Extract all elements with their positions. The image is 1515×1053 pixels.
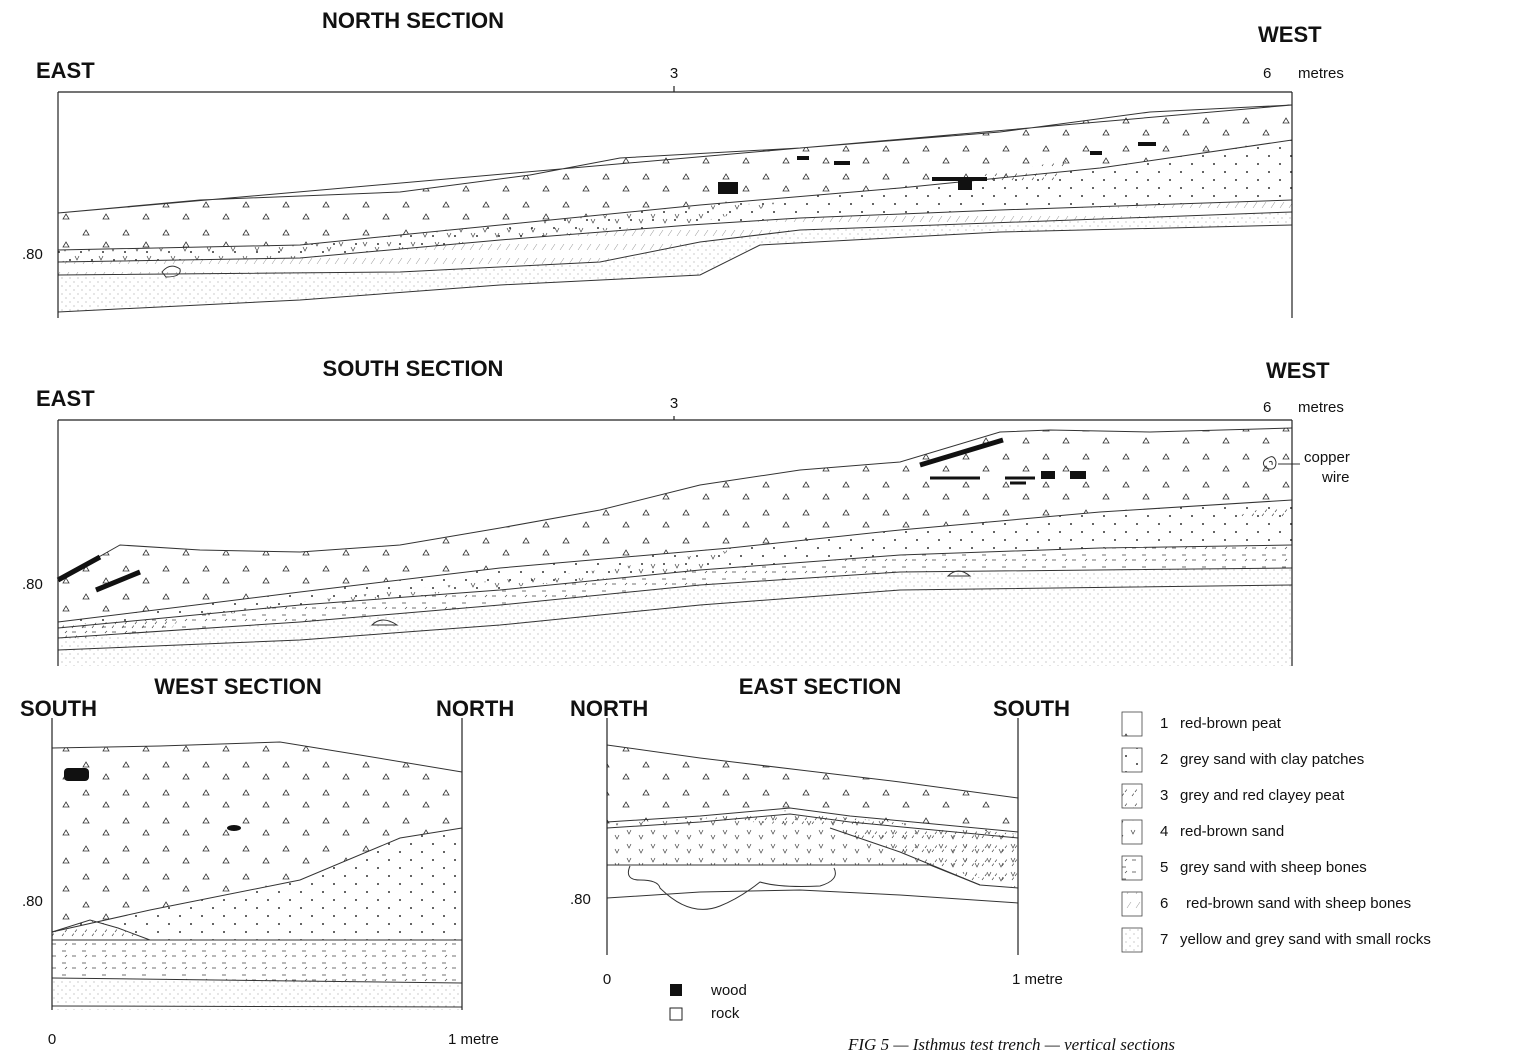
annotation: wire — [1321, 469, 1350, 486]
section-title: SOUTH SECTION — [323, 356, 504, 381]
body: NORTH SECTION EAST WEST 3 6 metres .80 S… — [0, 0, 1515, 1053]
scale-unit: metres — [1298, 65, 1344, 82]
figure-caption: FIG 5 — Isthmus test trench — vertical s… — [847, 1035, 1175, 1053]
depth-label: .80 — [570, 891, 591, 908]
section-title: EAST SECTION — [739, 674, 902, 699]
orientation-label: SOUTH — [993, 696, 1070, 721]
symbol-label: wood — [710, 982, 747, 999]
scale-tick-label: 1 metre — [1012, 971, 1063, 988]
east-section-shape — [628, 866, 835, 909]
rock-symbol — [670, 1008, 682, 1020]
south-section-shape — [1070, 471, 1086, 479]
legend-swatch — [1122, 820, 1142, 844]
north-section-shape — [718, 182, 738, 194]
west-section-shape — [227, 825, 241, 831]
legend-label: yellow and grey sand with small rocks — [1180, 931, 1431, 948]
orientation-label: WEST — [1266, 358, 1330, 383]
legend-number: 3 — [1160, 787, 1168, 804]
legend-swatch — [1122, 928, 1142, 952]
legend-label: red-brown sand with sheep bones — [1186, 895, 1411, 912]
south-section-shape — [1041, 471, 1055, 479]
orientation-label: SOUTH — [20, 696, 97, 721]
orientation-label: NORTH — [570, 696, 648, 721]
orientation-label: EAST — [36, 386, 95, 411]
section-title: NORTH SECTION — [322, 8, 504, 33]
section-title: WEST SECTION — [154, 674, 321, 699]
east-section-shape — [607, 865, 980, 885]
west-section-shape — [52, 940, 462, 983]
south-section-layers — [58, 416, 1300, 666]
legend-number: 6 — [1160, 895, 1168, 912]
orientation-label: NORTH — [436, 696, 514, 721]
legend-label: grey sand with clay patches — [1180, 751, 1364, 768]
legend-swatch — [1122, 856, 1142, 880]
legend: 1 red-brown peat 2 grey sand with clay patc… — [1122, 712, 1431, 952]
scale-tick-label: 0 — [603, 971, 611, 988]
north-section-layers — [58, 86, 1292, 318]
west-section-shape — [64, 768, 89, 781]
orientation-label: EAST — [36, 58, 95, 83]
west-section-shape — [52, 978, 462, 1010]
legend-number: 7 — [1160, 931, 1168, 948]
legend-label: red-brown peat — [1180, 715, 1282, 732]
east-section-layers — [607, 718, 1018, 955]
annotation: copper — [1304, 449, 1350, 466]
depth-label: .80 — [22, 893, 43, 910]
wood-symbol — [670, 984, 682, 996]
legend-swatch — [1122, 748, 1142, 772]
orientation-label: WEST — [1258, 22, 1322, 47]
scale-unit: metres — [1298, 399, 1344, 416]
scale-tick-label: 3 — [670, 65, 678, 82]
legend-label: grey sand with sheep bones — [1180, 859, 1367, 876]
symbol-label: rock — [711, 1005, 740, 1022]
scale-tick-label: 0 — [48, 1031, 56, 1048]
scale-tick-label: 1 metre — [448, 1031, 499, 1048]
depth-label: .80 — [22, 246, 43, 263]
page: Isthmus test trench sections { "north_se… — [0, 0, 1515, 1053]
section-drawing: NORTH SECTION EAST WEST 3 6 metres .80 S… — [0, 0, 1515, 1053]
depth-label: .80 — [22, 576, 43, 593]
legend-label: grey and red clayey peat — [1180, 787, 1345, 804]
legend-number: 2 — [1160, 751, 1168, 768]
scale-tick-label: 3 — [670, 395, 678, 412]
west-section-layers — [52, 718, 462, 1010]
legend-number: 4 — [1160, 823, 1168, 840]
legend-number: 1 — [1160, 715, 1168, 732]
scale-tick-label: 6 — [1263, 399, 1271, 416]
legend-number: 5 — [1160, 859, 1168, 876]
legend-swatch — [1122, 712, 1142, 736]
east-section-shape — [607, 890, 1018, 903]
legend-swatch — [1122, 784, 1142, 808]
legend-label: red-brown sand — [1180, 823, 1284, 840]
scale-tick-label: 6 — [1263, 65, 1271, 82]
legend-swatch — [1122, 892, 1142, 916]
